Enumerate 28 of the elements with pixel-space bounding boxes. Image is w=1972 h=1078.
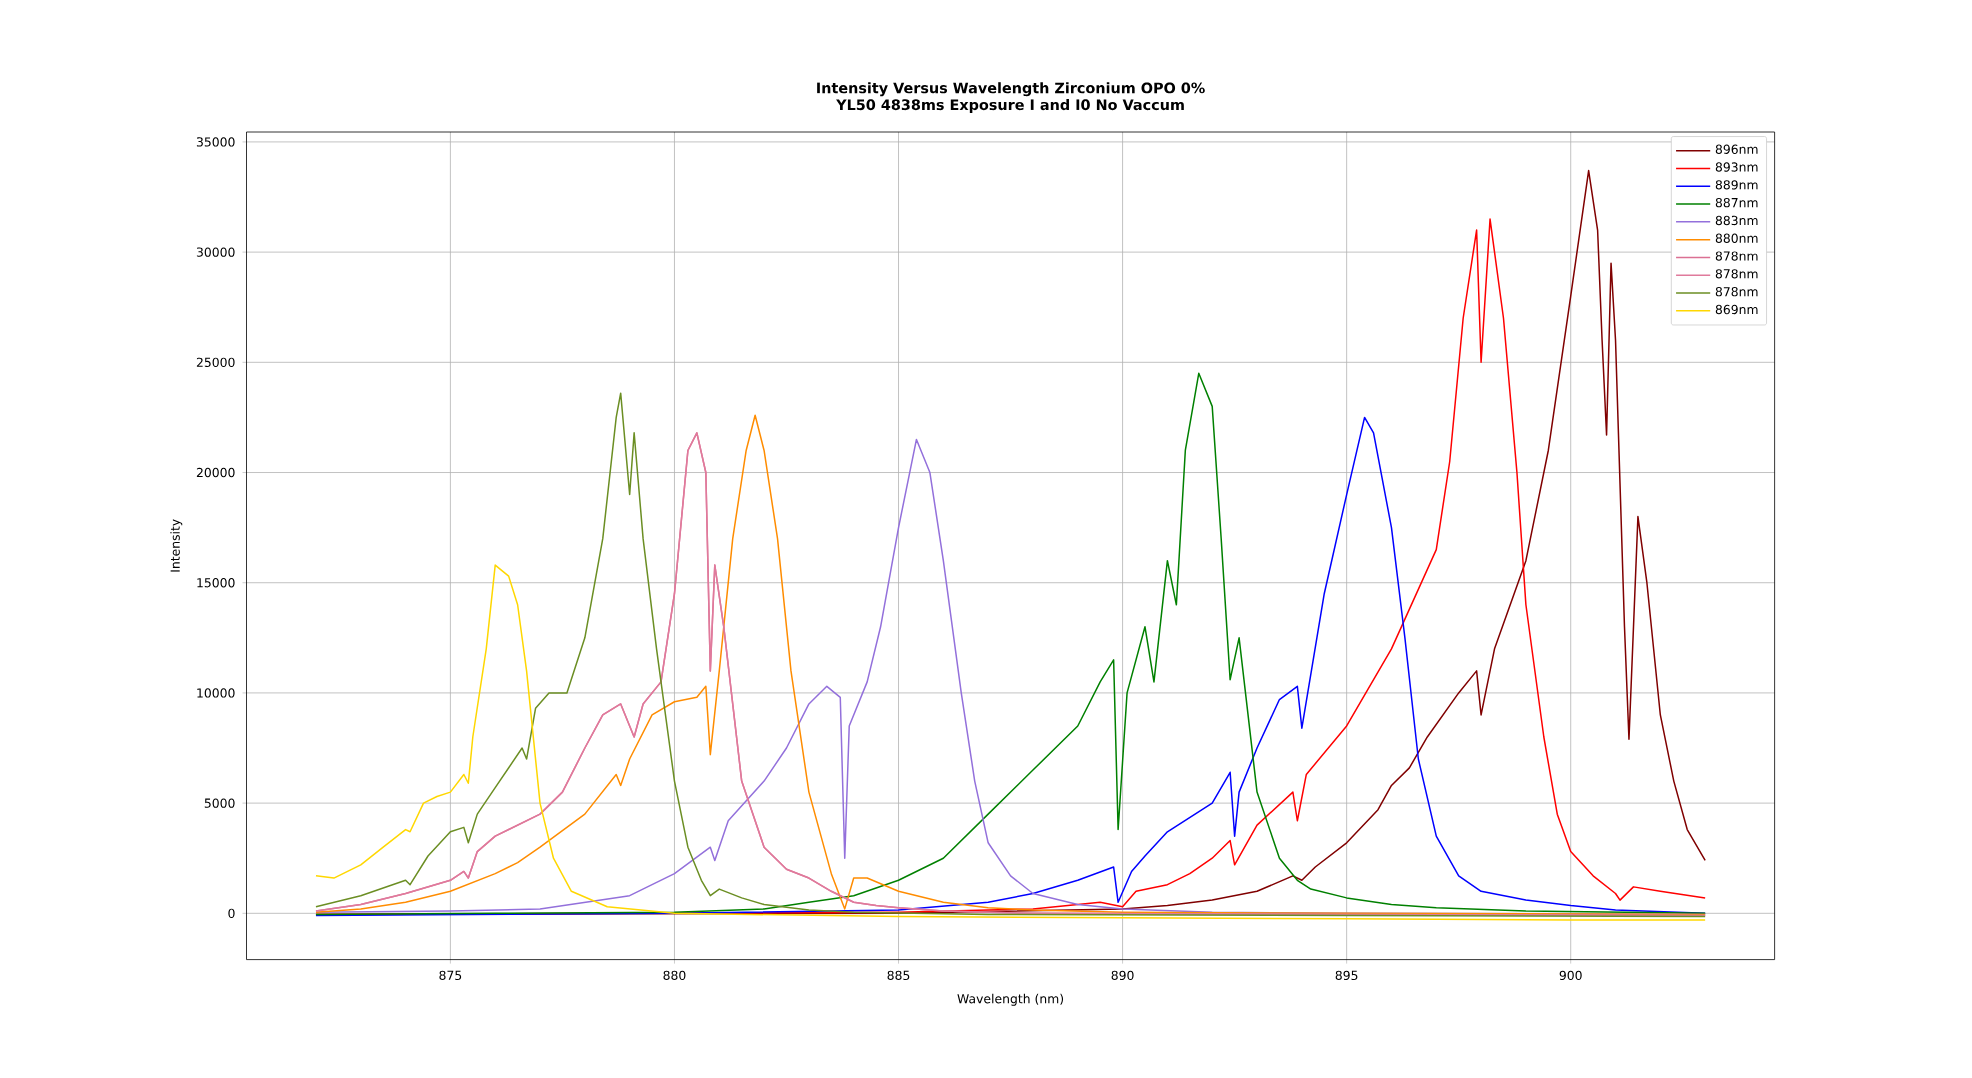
y-tick-label: 30000 (196, 247, 235, 257)
y-tick-label: 25000 (196, 357, 235, 368)
y-tick-label: 20000 (196, 467, 235, 478)
legend-label: 878nm (1715, 251, 1758, 261)
legend-label: 878nm (1715, 269, 1758, 279)
x-tick-label: 895 (1335, 970, 1358, 981)
y-axis-title: Intensity (170, 519, 183, 572)
chart-subtitle: YL50 4838ms Exposure I and I0 No Vaccum (836, 98, 1184, 113)
y-tick-label: 0 (228, 908, 235, 919)
legend-label: 878nm (1715, 286, 1758, 297)
legend-label: 896nm (1715, 144, 1758, 154)
legend-label: 869nm (1715, 304, 1758, 315)
y-tick-label: 35000 (196, 137, 235, 147)
x-tick-label: 900 (1559, 970, 1582, 981)
legend-label: 883nm (1715, 215, 1758, 226)
legend-label: 893nm (1715, 162, 1758, 172)
y-tick-label: 15000 (197, 578, 235, 588)
y-tick-label: 10000 (197, 688, 235, 698)
x-tick-label: 885 (887, 970, 910, 981)
y-tick-label: 5000 (204, 798, 235, 808)
legend-label: 887nm (1715, 197, 1758, 208)
x-axis-title: Wavelength (nm) (957, 993, 1064, 1006)
x-tick-label: 875 (439, 970, 462, 981)
x-tick-label: 880 (663, 970, 686, 981)
legend-label: 880nm (1715, 233, 1758, 243)
x-tick-label: 890 (1111, 970, 1134, 981)
legend-label: 889nm (1715, 180, 1758, 190)
chart-title: Intensity Versus Wavelength Zirconium OPO 0% (817, 82, 1205, 97)
